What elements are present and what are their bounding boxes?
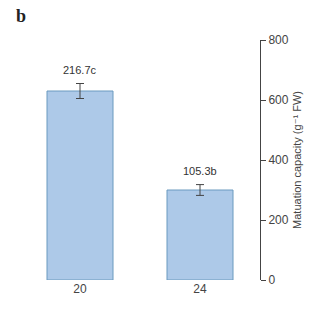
svg-text:200: 200: [268, 213, 288, 227]
svg-text:Matuation capacity (g⁻¹ FW): Matuation capacity (g⁻¹ FW): [291, 91, 303, 229]
svg-text:24: 24: [193, 282, 207, 296]
svg-text:105.3b: 105.3b: [183, 165, 217, 177]
svg-text:800: 800: [268, 33, 288, 47]
svg-text:b: b: [16, 6, 26, 26]
svg-text:20: 20: [73, 282, 87, 296]
svg-text:600: 600: [268, 93, 288, 107]
svg-text:400: 400: [268, 153, 288, 167]
svg-text:0: 0: [268, 273, 275, 287]
svg-text:216.7c: 216.7c: [63, 64, 97, 76]
